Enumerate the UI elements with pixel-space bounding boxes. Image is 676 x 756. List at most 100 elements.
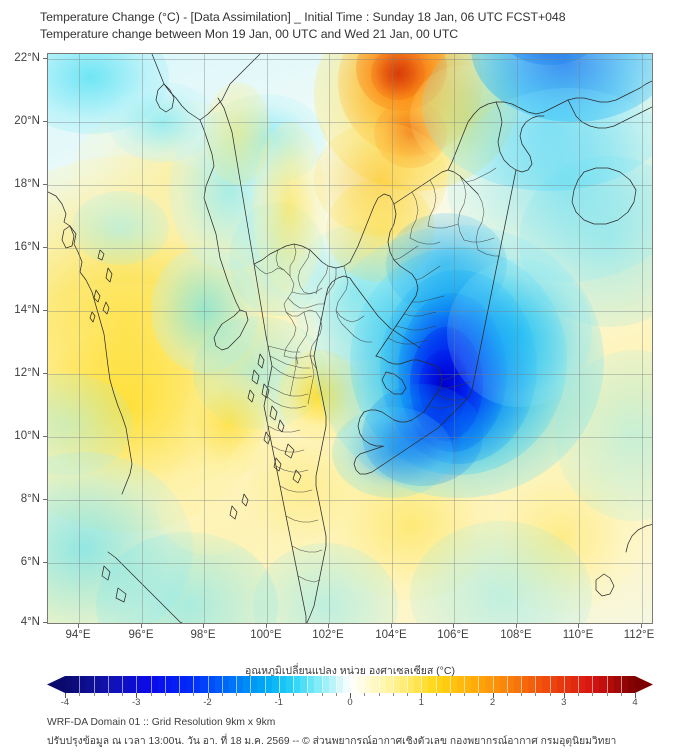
y-tick [43, 121, 47, 122]
colorbar-segment [278, 676, 287, 693]
colorbar-separator [79, 676, 81, 693]
colorbar-segment [129, 676, 137, 693]
colorbar: อุณหภูมิเปลี่ยนแปลง หน่วย องศาเซลเซียส (… [47, 662, 653, 708]
colorbar-separator [421, 676, 423, 693]
x-tick [516, 624, 517, 628]
colorbar-segment [499, 676, 508, 693]
title-line-2: Temperature change between Mon 19 Jan, 0… [40, 26, 459, 41]
y-axis-label-6n: 6°N [20, 556, 40, 568]
y-tick [43, 58, 47, 59]
colorbar-segment [592, 676, 600, 693]
colorbar-separator [221, 676, 223, 693]
colorbar-segment [157, 676, 166, 693]
colorbar-separator [93, 676, 95, 693]
colorbar-separator [392, 676, 394, 693]
colorbar-segment [65, 676, 73, 693]
colorbar-segment [421, 676, 429, 693]
colorbar-segment [535, 676, 543, 693]
colorbar-minor-tick [449, 693, 451, 696]
colorbar-major-tick [278, 693, 280, 698]
y-tick [43, 499, 47, 500]
x-tick [578, 624, 579, 628]
colorbar-major-tick [136, 693, 138, 698]
colorbar-segment [72, 676, 80, 693]
map-plot-area[interactable] [47, 53, 653, 624]
x-axis-label-106e: 106°E [437, 629, 469, 641]
colorbar-separator [179, 676, 180, 693]
colorbar-segment [414, 676, 422, 693]
colorbar-segment [556, 676, 565, 693]
gridline-h-22n [48, 59, 652, 60]
colorbar-tick-label: 1 [418, 697, 424, 708]
colorbar-segment [464, 676, 472, 693]
colorbar-segment [506, 676, 515, 693]
colorbar-segment [521, 676, 529, 693]
colorbar-minor-tick [122, 693, 123, 696]
colorbar-segment [186, 676, 194, 693]
y-axis-label-22n: 22°N [14, 52, 40, 64]
colorbar-segment [207, 676, 216, 693]
colorbar-segment [442, 676, 451, 693]
colorbar-minor-tick [435, 693, 437, 696]
colorbar-title: อุณหภูมิเปลี่ยนแปลง หน่วย องศาเซลเซียส (… [245, 665, 455, 677]
y-tick [43, 373, 47, 374]
colorbar-separator [506, 676, 508, 693]
colorbar-separator [293, 676, 294, 693]
x-tick [328, 624, 329, 628]
colorbar-segment [620, 676, 629, 693]
colorbar-segment [585, 676, 593, 693]
page-title: Temperature Change (°C) - [Data Assimila… [40, 9, 665, 42]
colorbar-minor-tick [506, 693, 508, 696]
y-tick [43, 436, 47, 437]
gridline-h-8n [48, 500, 652, 501]
colorbar-segment [285, 676, 294, 693]
colorbar-separator [193, 676, 195, 693]
colorbar-segment [100, 676, 109, 693]
colorbar-separator [563, 676, 565, 693]
colorbar-separator [478, 676, 480, 693]
x-axis-label-96e: 96°E [128, 629, 154, 641]
colorbar-separator [535, 676, 537, 693]
colorbar-minor-tick [150, 693, 152, 696]
colorbar-body [47, 676, 653, 693]
gridline-h-18n [48, 185, 652, 186]
colorbar-separator [464, 676, 465, 693]
colorbar-minor-tick [293, 693, 294, 696]
colorbar-segment [606, 676, 615, 693]
colorbar-segment [435, 676, 444, 693]
colorbar-minor-tick [107, 693, 109, 696]
colorbar-tick-label: 0 [347, 697, 353, 708]
colorbar-segment [314, 676, 322, 693]
temperature-field-raster [48, 54, 652, 623]
colorbar-segment [193, 676, 201, 693]
colorbar-gradient [65, 676, 636, 693]
colorbar-min-arrow-icon [47, 676, 65, 693]
x-axis-label-112e: 112°E [623, 629, 655, 641]
gridline-v-110e [579, 54, 580, 623]
colorbar-segment [143, 676, 151, 693]
colorbar-segment [79, 676, 87, 693]
colorbar-minor-tick [164, 693, 166, 696]
colorbar-tick-label: 4 [632, 697, 638, 708]
x-axis-label-104e: 104°E [375, 629, 407, 641]
colorbar-segment [136, 676, 144, 693]
colorbar-segment [407, 676, 415, 693]
colorbar-minor-tick [221, 693, 223, 696]
colorbar-segment [478, 676, 486, 693]
colorbar-major-tick [421, 693, 423, 698]
gridline-h-4n [48, 623, 652, 624]
gridline-v-106e [454, 54, 455, 623]
colorbar-segment [107, 676, 116, 693]
colorbar-segment [328, 676, 337, 693]
colorbar-segment [335, 676, 344, 693]
colorbar-segment [236, 676, 244, 693]
colorbar-major-tick [350, 693, 351, 698]
colorbar-minor-tick [307, 693, 309, 696]
gridline-h-10n [48, 437, 652, 438]
colorbar-minor-tick [193, 693, 195, 696]
colorbar-separator [492, 676, 494, 693]
colorbar-tick-label: -2 [203, 697, 212, 708]
colorbar-segment [93, 676, 102, 693]
colorbar-minor-tick [236, 693, 237, 696]
